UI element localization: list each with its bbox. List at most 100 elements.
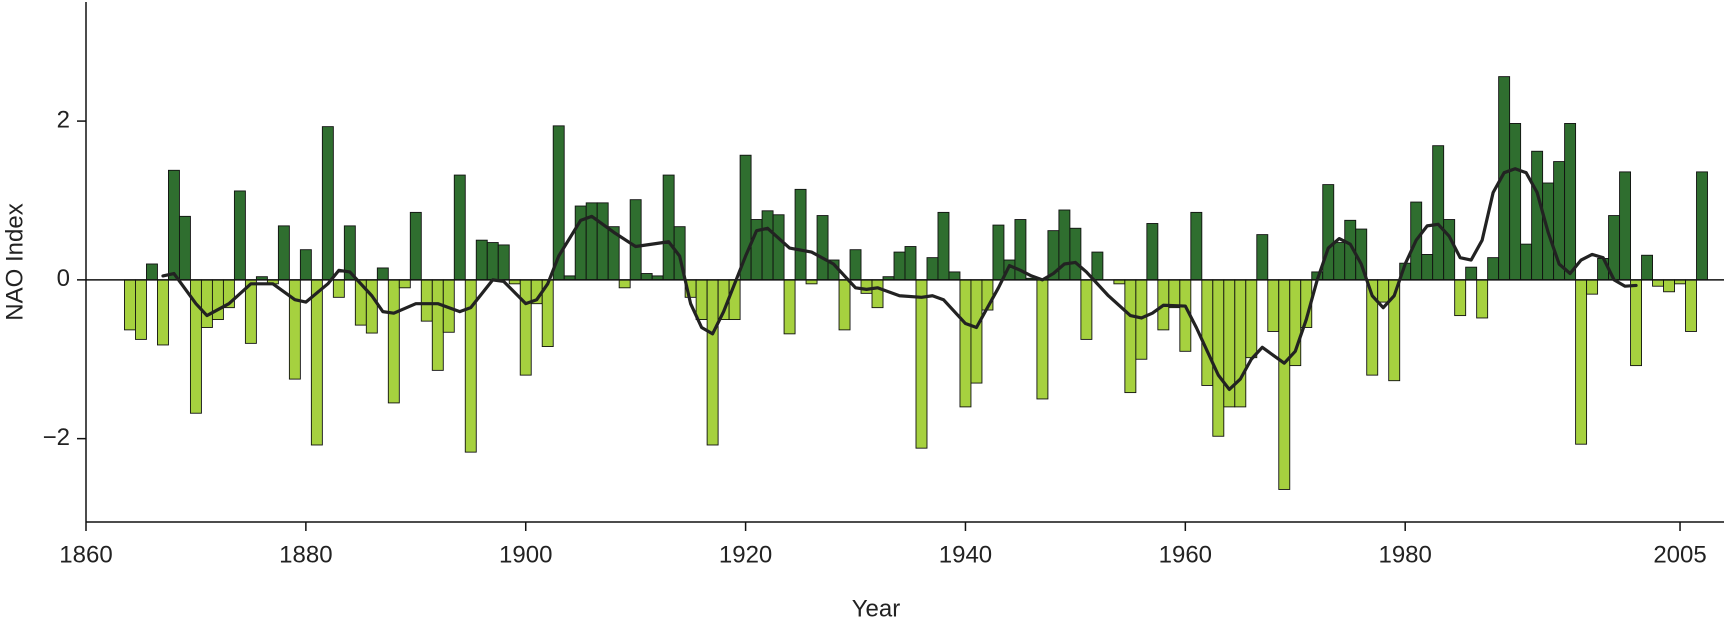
bar xyxy=(1564,123,1577,281)
bar xyxy=(124,279,136,331)
bar xyxy=(1696,171,1708,281)
bar xyxy=(288,279,301,380)
bar xyxy=(475,239,488,281)
bar xyxy=(1465,266,1478,281)
x-tick-label: 1860 xyxy=(59,541,112,568)
bar xyxy=(1641,254,1653,281)
bar xyxy=(992,224,1005,281)
bar xyxy=(1454,279,1467,317)
bar xyxy=(1476,279,1489,319)
y-tick-label: −2 xyxy=(43,424,70,451)
bar xyxy=(838,279,851,331)
bar xyxy=(1333,242,1346,281)
bar xyxy=(596,202,609,281)
bar xyxy=(761,210,774,281)
bar xyxy=(486,242,499,281)
smoothed-line xyxy=(161,167,1638,392)
bar xyxy=(1421,254,1434,281)
bar xyxy=(1531,150,1544,281)
bar xyxy=(497,244,510,281)
bar xyxy=(783,279,796,335)
bar xyxy=(167,169,180,281)
x-tick-label: 1960 xyxy=(1159,541,1212,568)
bar xyxy=(618,279,631,289)
bar xyxy=(1212,279,1225,437)
bar xyxy=(739,154,752,281)
bar xyxy=(574,205,587,281)
bar xyxy=(365,279,378,334)
bar xyxy=(1575,279,1588,445)
bar xyxy=(1267,279,1280,332)
bar xyxy=(1036,279,1049,400)
bar xyxy=(1520,243,1533,281)
bar xyxy=(904,246,917,281)
bar xyxy=(849,249,862,281)
bar xyxy=(1091,251,1104,281)
bar xyxy=(915,279,928,449)
y-tick-label: 2 xyxy=(57,106,70,133)
bar xyxy=(772,214,785,281)
bar xyxy=(1256,234,1269,281)
bar xyxy=(1278,279,1291,490)
bar xyxy=(640,273,653,281)
y-axis-label: NAO Index xyxy=(1,203,28,320)
bar xyxy=(233,190,246,281)
x-tick-label: 1980 xyxy=(1378,541,1431,568)
bar xyxy=(585,202,598,281)
bar xyxy=(1124,279,1137,394)
bar xyxy=(695,279,708,321)
bar xyxy=(1201,279,1214,386)
bar xyxy=(453,174,466,281)
bar xyxy=(1080,279,1093,340)
bar xyxy=(1652,279,1664,287)
bar xyxy=(135,279,147,340)
bar xyxy=(376,267,389,281)
bar xyxy=(1586,279,1599,295)
bar xyxy=(1234,279,1247,408)
bar xyxy=(1619,171,1632,281)
bar xyxy=(299,249,312,281)
bar xyxy=(398,279,411,289)
bar xyxy=(1168,279,1181,309)
bar xyxy=(321,126,334,281)
bar xyxy=(1432,145,1445,281)
x-axis-label: Year xyxy=(852,595,901,622)
bar xyxy=(1146,223,1159,281)
bar xyxy=(970,279,983,384)
bar xyxy=(893,251,906,281)
bar xyxy=(1322,184,1335,281)
bar xyxy=(629,199,642,281)
bar xyxy=(1245,279,1258,359)
bar xyxy=(1685,279,1697,332)
x-tick-label: 1940 xyxy=(939,541,992,568)
bar xyxy=(1377,279,1390,303)
bar xyxy=(871,279,884,309)
bar xyxy=(1509,123,1522,281)
bar xyxy=(310,279,323,446)
bar xyxy=(420,279,433,322)
bar xyxy=(1487,257,1500,281)
bar xyxy=(816,215,829,281)
bar xyxy=(146,263,158,281)
bar xyxy=(937,211,950,281)
bar xyxy=(1597,257,1610,281)
x-tick-label: 1920 xyxy=(719,541,772,568)
bar xyxy=(1190,211,1203,281)
x-tick-label: 1900 xyxy=(499,541,552,568)
bar xyxy=(1443,219,1456,281)
bar xyxy=(277,225,290,281)
bar xyxy=(178,215,191,281)
bar xyxy=(662,174,675,281)
bar xyxy=(519,279,532,376)
x-tick-label: 1880 xyxy=(279,541,332,568)
y-tick-label: 0 xyxy=(57,265,70,292)
bar xyxy=(1630,279,1643,367)
x-tick-label: 2005 xyxy=(1653,541,1706,568)
bar xyxy=(1663,279,1675,293)
bar xyxy=(431,279,444,371)
bar xyxy=(706,279,719,446)
bar xyxy=(387,279,400,404)
bar xyxy=(200,279,213,328)
bar xyxy=(926,257,939,281)
